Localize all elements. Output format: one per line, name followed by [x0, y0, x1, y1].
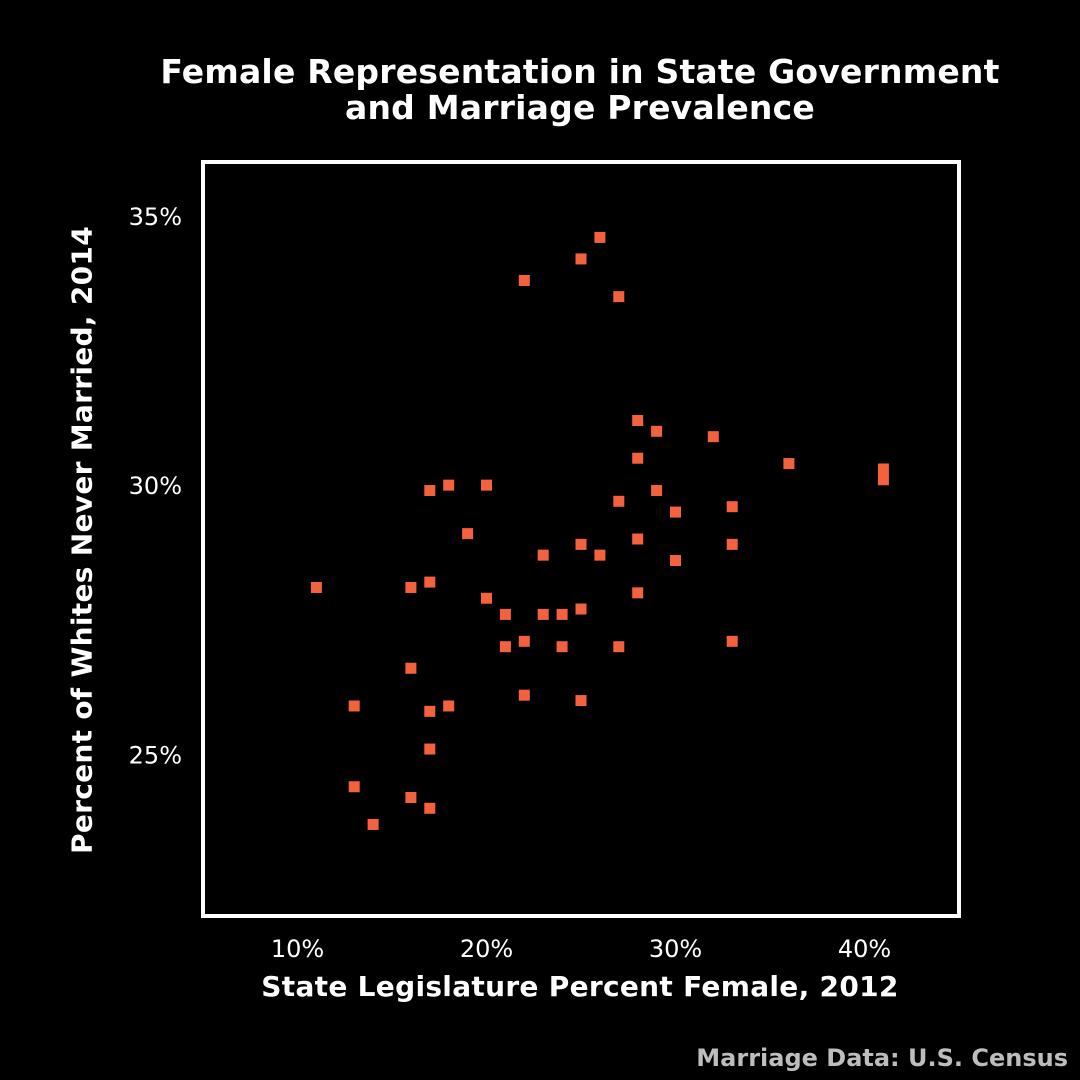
x-tick-label: 30% [649, 935, 702, 963]
data-point [670, 506, 681, 518]
data-point [310, 581, 322, 593]
data-point [424, 743, 436, 755]
data-point [499, 641, 511, 653]
x-tick-label: 10% [271, 935, 324, 963]
data-point [499, 608, 511, 620]
data-point [424, 485, 436, 497]
data-point [556, 641, 568, 653]
y-tick-label: 30% [129, 472, 182, 500]
data-point [462, 528, 474, 540]
data-point [443, 479, 455, 491]
data-point [348, 700, 360, 712]
data-point [537, 608, 549, 620]
x-tick-label: 40% [838, 935, 891, 963]
data-point [518, 689, 530, 701]
plot-frame [201, 160, 961, 918]
chart-title: Female Representation in State Governmen… [120, 54, 1040, 126]
data-point [707, 431, 719, 443]
data-point [613, 291, 625, 303]
data-point [424, 705, 436, 717]
data-point [575, 538, 587, 550]
x-axis-ticks: 10% 20% 30% 40% [271, 935, 891, 963]
data-point [670, 555, 681, 567]
data-point [594, 549, 606, 561]
data-point [537, 549, 549, 561]
data-point [518, 635, 530, 647]
y-tick-label: 35% [129, 203, 182, 231]
data-point [632, 452, 644, 464]
y-axis-label: Percent of Whites Never Married, 2014 [65, 226, 99, 854]
data-point [632, 415, 644, 427]
data-point [726, 501, 738, 513]
x-tick-label: 20% [460, 935, 513, 963]
data-point [651, 425, 663, 437]
data-point [424, 576, 436, 588]
data-point [651, 485, 663, 497]
data-point [481, 479, 492, 491]
data-point [556, 608, 568, 620]
data-point [726, 635, 738, 647]
data-point [877, 463, 889, 475]
source-note: Marriage Data: U.S. Census [696, 1044, 1068, 1072]
y-axis-ticks: 25% 30% 35% [129, 203, 182, 770]
data-point [575, 695, 587, 707]
data-point [443, 700, 455, 712]
data-point [613, 641, 625, 653]
data-point [726, 538, 738, 550]
data-point [575, 253, 587, 265]
data-point [877, 474, 889, 486]
data-point [518, 274, 530, 286]
data-point [632, 533, 644, 545]
data-point [481, 592, 492, 604]
data-point [613, 495, 625, 507]
chart-title-line-2: and Marriage Prevalence [345, 88, 815, 127]
data-point [348, 781, 360, 793]
data-point [575, 603, 587, 615]
data-point [424, 802, 436, 814]
data-point [367, 818, 379, 830]
data-point [405, 662, 417, 674]
x-axis-label: State Legislature Percent Female, 2012 [261, 970, 899, 1003]
data-point [405, 581, 417, 593]
data-point [632, 587, 644, 599]
data-point [783, 458, 795, 470]
data-points [310, 231, 889, 830]
data-point [594, 231, 606, 243]
y-tick-label: 25% [129, 741, 182, 769]
chart-title-line-1: Female Representation in State Governmen… [160, 52, 1000, 91]
data-point [405, 792, 417, 804]
